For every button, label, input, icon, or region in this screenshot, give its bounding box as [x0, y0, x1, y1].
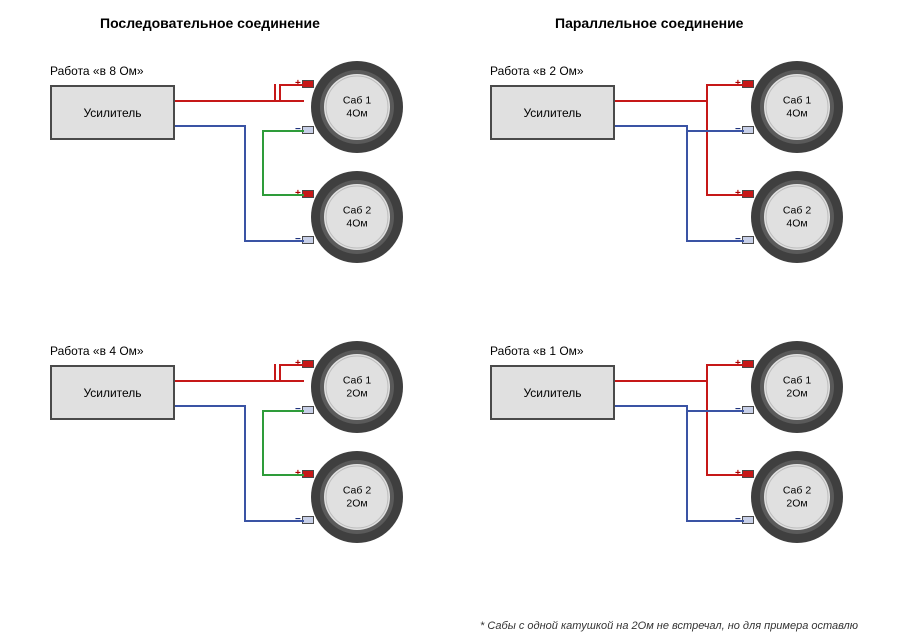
wire [686, 520, 744, 522]
subwoofer-1-label: Саб 14Ом [783, 94, 811, 119]
wire [615, 125, 686, 127]
subwoofer-1: Саб 12Ом [750, 340, 844, 434]
wire [686, 240, 744, 242]
wire [615, 405, 686, 407]
wire [244, 125, 246, 242]
wire [706, 84, 744, 86]
wire [175, 380, 279, 382]
subwoofer-2-label: Саб 24Ом [783, 204, 811, 229]
subwoofer-1-label: Саб 12Ом [343, 374, 371, 399]
diagram-parallel-2ohm: Работа «в 2 Ом»Усилитель Саб 14Ом + − Са… [490, 50, 870, 280]
subwoofer-1: Саб 14Ом [750, 60, 844, 154]
wire [262, 410, 304, 412]
wire [244, 240, 304, 242]
column-title-parallel: Параллельное соединение [555, 15, 743, 31]
wire [244, 405, 246, 522]
wire [279, 364, 281, 382]
diagram-parallel-1ohm: Работа «в 1 Ом»Усилитель Саб 12Ом + − Са… [490, 330, 870, 560]
wire [686, 130, 688, 242]
subwoofer-1: Саб 14Ом [310, 60, 404, 154]
work-label: Работа «в 8 Ом» [50, 64, 144, 78]
wire [706, 194, 744, 196]
wire [279, 84, 281, 102]
amplifier-box: Усилитель [50, 365, 175, 420]
wire [686, 410, 744, 412]
wire [706, 84, 708, 196]
subwoofer-2: Саб 24Ом [750, 170, 844, 264]
wire [274, 364, 276, 382]
wire [279, 364, 304, 366]
amplifier-box: Усилитель [490, 365, 615, 420]
diagram-series-8ohm: Работа «в 8 Ом»Усилитель Саб 14Ом + − Са… [50, 50, 430, 280]
wire [686, 410, 688, 522]
wire [615, 100, 706, 102]
wire [686, 130, 744, 132]
wire [706, 364, 744, 366]
amplifier-box: Усилитель [490, 85, 615, 140]
wire [262, 474, 304, 476]
wire [274, 84, 276, 102]
subwoofer-2-label: Саб 24Ом [343, 204, 371, 229]
subwoofer-1-label: Саб 12Ом [783, 374, 811, 399]
wire [244, 520, 304, 522]
wire [706, 474, 744, 476]
wire [175, 405, 244, 407]
subwoofer-1: Саб 12Ом [310, 340, 404, 434]
wire [262, 194, 304, 196]
wire [279, 84, 304, 86]
wire [262, 130, 264, 196]
footnote-text: * Сабы с одной катушкой на 2Ом не встреч… [480, 620, 858, 632]
work-label: Работа «в 2 Ом» [490, 64, 584, 78]
wire [175, 100, 279, 102]
subwoofer-2-label: Саб 22Ом [783, 484, 811, 509]
work-label: Работа «в 1 Ом» [490, 344, 584, 358]
subwoofer-2: Саб 22Ом [310, 450, 404, 544]
amplifier-box: Усилитель [50, 85, 175, 140]
wire [706, 364, 708, 476]
wire [262, 410, 264, 476]
subwoofer-1-label: Саб 14Ом [343, 94, 371, 119]
subwoofer-2: Саб 24Ом [310, 170, 404, 264]
work-label: Работа «в 4 Ом» [50, 344, 144, 358]
wire [615, 380, 706, 382]
subwoofer-2-label: Саб 22Ом [343, 484, 371, 509]
diagram-series-4ohm: Работа «в 4 Ом»Усилитель Саб 12Ом + − Са… [50, 330, 430, 560]
wire [175, 125, 244, 127]
column-title-series: Последовательное соединение [100, 15, 320, 31]
wire [262, 130, 304, 132]
subwoofer-2: Саб 22Ом [750, 450, 844, 544]
